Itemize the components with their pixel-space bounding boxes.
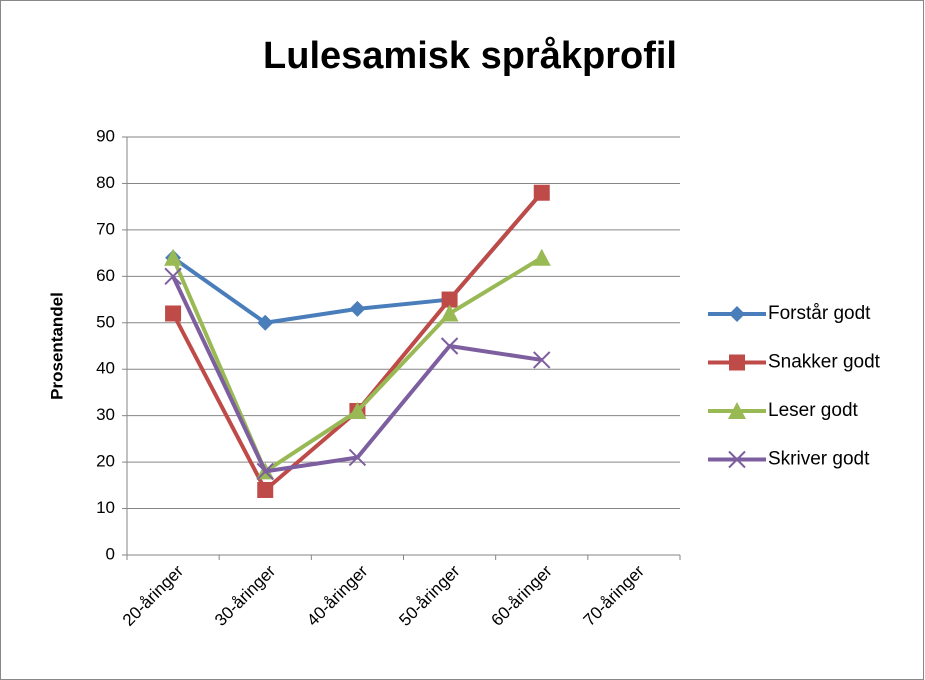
y-tick-label: 30 (96, 405, 115, 424)
marker (440, 337, 459, 355)
marker (348, 448, 367, 467)
marker (440, 304, 459, 322)
legend-marker (728, 450, 746, 469)
marker (164, 267, 182, 286)
y-axis-label: Prosentandel (47, 292, 66, 400)
legend-marker (729, 306, 745, 322)
chart-title: Lulesamisk språkprofil (263, 35, 677, 77)
marker (348, 402, 367, 420)
marker (349, 300, 366, 317)
legend-marker (729, 354, 745, 371)
y-tick-label: 10 (96, 498, 115, 517)
y-tick-label: 90 (96, 126, 115, 145)
marker (256, 462, 274, 481)
legend-label: Forstår godt (768, 303, 871, 324)
y-tick-label: 70 (96, 219, 115, 238)
marker (257, 314, 274, 331)
marker (532, 248, 551, 266)
y-tick-label: 60 (96, 266, 115, 285)
marker (441, 291, 458, 308)
marker (533, 184, 550, 201)
y-tick-label: 80 (96, 173, 115, 192)
legend-label: Leser godt (768, 400, 859, 421)
y-tick-label: 20 (96, 452, 115, 471)
y-tick-label: 0 (106, 544, 115, 563)
marker (533, 351, 551, 369)
legend-label: Skriver godt (768, 449, 870, 470)
marker (164, 248, 183, 266)
legend-label: Snakker godt (768, 352, 881, 373)
y-tick-label: 50 (96, 312, 115, 331)
y-tick-label: 40 (96, 359, 115, 378)
legend-marker (728, 402, 746, 419)
marker (165, 305, 182, 322)
marker (257, 481, 274, 498)
